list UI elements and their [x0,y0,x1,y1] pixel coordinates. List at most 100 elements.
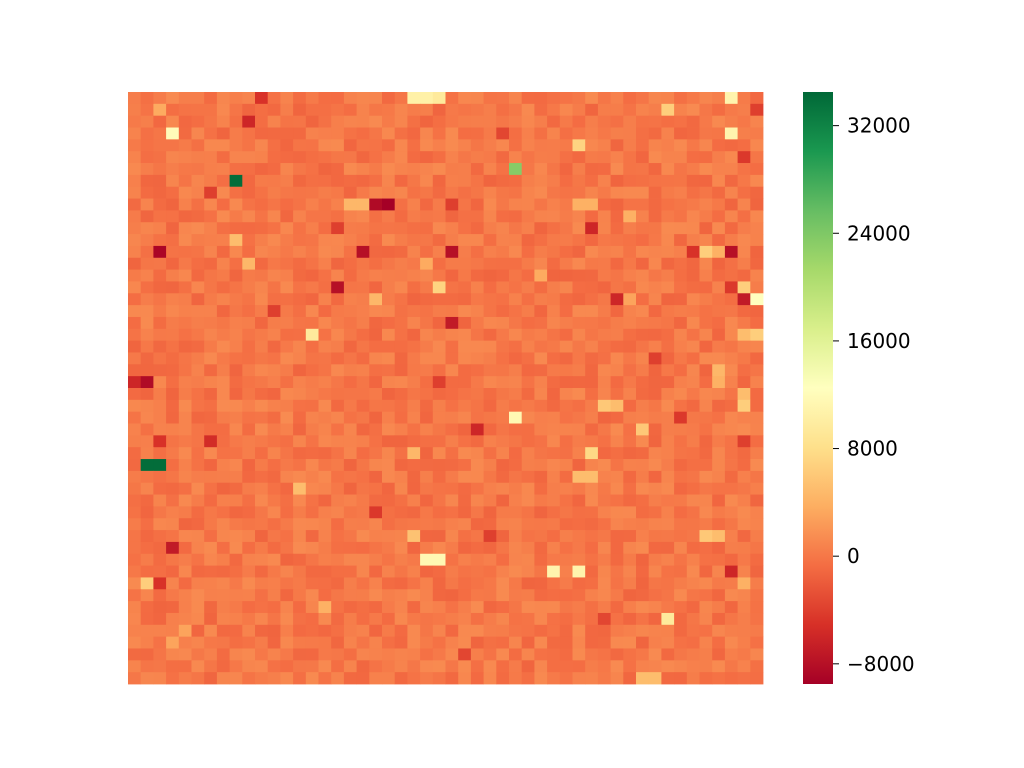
heatmap-cell [229,305,243,318]
heatmap-cell [686,624,700,638]
heatmap-cell [229,411,243,424]
heatmap-cell [343,163,357,176]
heatmap-cell [407,423,421,436]
heatmap-cell [382,352,396,365]
heatmap-cell [280,352,294,365]
heatmap-cell [128,518,142,531]
heatmap-cell [369,482,383,495]
heatmap-cell [216,210,230,223]
heatmap-cell [585,423,599,436]
heatmap-cell [648,577,662,590]
heatmap-cell [280,257,294,270]
heatmap-cell [686,435,700,448]
heatmap-cell [661,186,675,199]
heatmap-cell [394,494,408,507]
heatmap-cell [623,388,637,401]
heatmap-cell [166,399,180,413]
heatmap-cell [483,316,497,330]
heatmap-cell [356,612,370,626]
heatmap-cell [686,305,700,318]
heatmap-cell [559,328,573,342]
heatmap-cell [382,624,396,638]
heatmap-cell [204,565,218,578]
heatmap-cell [420,198,434,211]
heatmap-cell [483,376,497,389]
heatmap-cell [280,92,294,105]
heatmap-cell [750,601,764,614]
heatmap-cell [534,352,548,365]
heatmap-cell [382,305,396,318]
heatmap-cell [382,423,396,436]
heatmap-cell [712,103,726,117]
heatmap-cell [293,411,307,424]
heatmap-cell [382,115,396,128]
heatmap-cell [597,328,611,342]
heatmap-cell [140,541,154,555]
heatmap-cell [648,601,662,614]
heatmap-cell [610,399,624,413]
heatmap-cell [229,352,243,365]
heatmap-cell [140,660,154,673]
heatmap-cell [648,281,662,294]
heatmap-cell [382,163,396,176]
heatmap-cell [559,364,573,377]
heatmap-cell [331,470,345,484]
heatmap-cell [610,316,624,330]
heatmap-cell [356,624,370,638]
heatmap-cell [750,660,764,673]
heatmap-cell [204,139,218,152]
heatmap-cell [724,411,738,424]
heatmap-cell [470,234,484,247]
heatmap-cell [293,506,307,519]
heatmap-cell [534,174,548,188]
heatmap-cell [534,257,548,270]
heatmap-cell [331,234,345,247]
heatmap-cell [737,352,751,365]
heatmap-cell [559,648,573,661]
heatmap-cell [255,352,269,365]
heatmap-cell [343,340,357,353]
heatmap-cell [597,612,611,626]
heatmap-cell [572,305,586,318]
heatmap-cell [699,482,713,495]
heatmap-cell [216,506,230,519]
heatmap-cell [737,316,751,330]
heatmap-cell [597,672,611,685]
heatmap-cell [521,234,535,247]
heatmap-cell [229,376,243,389]
heatmap-cell [699,494,713,507]
heatmap-cell [496,388,510,401]
heatmap-cell [382,399,396,413]
heatmap-cell [432,565,446,578]
heatmap-cell [572,506,586,519]
heatmap-cell [559,234,573,247]
heatmap-cell [191,648,205,661]
heatmap-cell [432,328,446,342]
heatmap-cell [356,672,370,685]
heatmap-cell [597,518,611,531]
heatmap-cell [674,423,688,436]
heatmap-cell [648,636,662,649]
heatmap-cell [407,186,421,199]
heatmap-cell [242,672,256,685]
heatmap-cell [356,482,370,495]
heatmap-cell [191,257,205,270]
heatmap-cell [699,316,713,330]
heatmap-cell [318,459,332,472]
heatmap-cell [267,636,281,649]
heatmap-cell [369,530,383,543]
heatmap-cell [255,530,269,543]
heatmap-cell [255,423,269,436]
heatmap-cell [128,553,142,566]
heatmap-cell [521,163,535,176]
heatmap-cell [750,163,764,176]
heatmap-cell [305,447,319,460]
heatmap-cell [534,222,548,235]
heatmap-cell [445,636,459,649]
heatmap-cell [394,340,408,353]
heatmap-cell [483,589,497,602]
heatmap-cell [737,648,751,661]
heatmap-cell [369,577,383,590]
heatmap-cell [712,92,726,105]
heatmap-cell [394,624,408,638]
